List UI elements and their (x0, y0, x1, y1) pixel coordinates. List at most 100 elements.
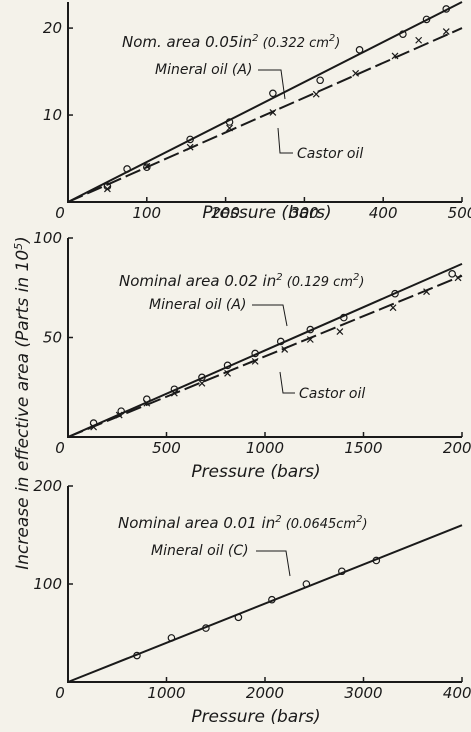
x-axis-label: Pressure (bars) (202, 203, 331, 223)
leader-mineral-oil (258, 69, 286, 100)
data-point-mineral-oil-a (355, 46, 364, 54)
data-point-castor-oil (442, 28, 450, 35)
data-point-castor-oil (454, 274, 462, 282)
data-point-castor-oil (389, 304, 397, 312)
data-point-castor-oil (143, 162, 151, 170)
x-tick-label: 2000 (443, 439, 471, 457)
leader-castor-oil (279, 371, 295, 394)
data-point-castor-oil (224, 369, 231, 377)
series-label-castor-oil: Castor oil (297, 146, 363, 162)
data-point-castor-oil (312, 90, 320, 98)
panel-title: Nominal area 0.02 in2 (0.129 cm2) (119, 272, 364, 290)
x-ticks: 0 100 200 300 400 500 (55, 197, 471, 222)
x-axis-label: Pressure (bars) (191, 462, 320, 482)
data-point-castor-oil (306, 336, 314, 343)
data-point-castor-oil (415, 36, 423, 44)
data-point-mineral-oil-a (186, 135, 194, 144)
series-label-mineral-oil: Mineral oil (A) (155, 62, 252, 78)
series-group (67, 524, 463, 683)
y-tick-label: 20 (43, 19, 62, 37)
x-tick-label: 3000 (344, 684, 382, 702)
x-tick-label: 2000 (246, 684, 284, 702)
data-point-mineral-oil-a (422, 15, 431, 24)
data-point-mineral-oil-c (234, 613, 243, 622)
data-point-mineral-oil-c (202, 624, 210, 632)
data-point-mineral-oil-c (167, 634, 176, 642)
data-point-mineral-oil-a (276, 337, 285, 346)
y-tick-label: 100 (33, 229, 62, 247)
data-point-castor-oil (281, 346, 289, 353)
data-point-castor-oil (423, 288, 430, 296)
panel-title: Nominal area 0.01 in2 (0.0645cm2) (118, 514, 368, 532)
data-point-castor-oil (336, 328, 344, 335)
data-point-mineral-oil-a (316, 76, 324, 85)
leader-castor-oil (277, 127, 293, 154)
data-point-castor-oil (103, 185, 111, 193)
x-ticks: 0 500 1000 1500 2000 (55, 432, 471, 457)
x-tick-label: 0 (55, 204, 65, 222)
series-group (67, 1, 463, 203)
data-point-castor-oil (226, 124, 233, 132)
x-tick-label: 100 (132, 204, 161, 222)
axes-frame (67, 238, 462, 438)
fit-line-mineral-oil-a (67, 262, 463, 438)
series-group (67, 262, 463, 438)
x-tick-label: 400 (369, 204, 398, 222)
data-point-castor-oil (115, 411, 123, 419)
x-tick-label: 500 (152, 439, 181, 457)
x-tick-label: 1000 (147, 684, 185, 702)
y-tick-label: 100 (33, 575, 62, 593)
data-point-mineral-oil-a (269, 89, 277, 98)
chart-panel-middle: 0 500 1000 1500 2000 50 100 Nominal area 0.02… (33, 229, 471, 482)
data-point-mineral-oil-a (306, 325, 315, 334)
data-point-mineral-oil-a (399, 30, 407, 38)
x-tick-label: 0 (55, 439, 65, 457)
data-point-mineral-oil-a (442, 5, 451, 13)
data-point-mineral-oil-c (372, 556, 381, 565)
data-point-mineral-oil-c (302, 580, 311, 588)
x-tick-label: 200 (211, 204, 240, 222)
data-point-castor-oil (269, 109, 277, 116)
data-point-castor-oil (90, 423, 98, 431)
x-tick-label: 300 (290, 204, 319, 222)
y-ticks: 50 100 (33, 229, 73, 347)
data-point-castor-oil (391, 52, 399, 60)
data-point-castor-oil (170, 389, 178, 397)
x-tick-label: 0 (55, 684, 65, 702)
leader-mineral-oil (256, 550, 291, 577)
data-point-mineral-oil-a (198, 373, 206, 382)
x-tick-label: 500 (448, 204, 471, 222)
data-point-castor-oil (143, 399, 151, 407)
data-point-castor-oil (186, 143, 194, 151)
x-tick-label: 4000 (443, 684, 471, 702)
x-axis-label: Pressure (bars) (191, 707, 320, 727)
y-tick-label: 10 (43, 106, 62, 124)
y-tick-label: 50 (43, 329, 62, 347)
fit-line-castor-oil (67, 27, 463, 203)
series-label-mineral-oil: Mineral oil (C) (151, 543, 249, 559)
series-label-castor-oil: Castor oil (299, 386, 365, 402)
fit-line-mineral-oil-c (67, 524, 463, 683)
fit-line-mineral-oil-a (67, 1, 463, 203)
data-point-mineral-oil-c (338, 567, 346, 576)
series-label-mineral-oil: Mineral oil (A) (149, 297, 246, 313)
chart-panel-top: 0 100 200 300 400 500 10 20 Nom. area 0.05in2 … (43, 1, 471, 223)
data-point-castor-oil (198, 379, 206, 387)
data-point-mineral-oil-a (123, 165, 131, 173)
data-point-castor-oil (352, 69, 360, 77)
x-tick-label: 1000 (246, 439, 284, 457)
x-tick-label: 1500 (344, 439, 382, 457)
data-point-castor-oil (251, 357, 259, 365)
data-point-mineral-oil-c (133, 651, 141, 660)
data-point-mineral-oil-a (391, 289, 399, 298)
data-point-mineral-oil-a (225, 118, 234, 126)
leader-mineral-oil (252, 304, 288, 327)
data-point-mineral-oil-c (268, 595, 276, 604)
x-ticks: 0 1000 2000 3000 4000 (55, 677, 471, 702)
y-ticks: 100 200 (33, 477, 73, 593)
y-ticks: 10 20 (43, 19, 73, 124)
shared-y-axis-label: Increase in effective area (Parts in 105… (12, 236, 33, 570)
fit-line-castor-oil (67, 274, 463, 438)
panel-title: Nom. area 0.05in2 (0.322 cm2) (122, 33, 340, 51)
